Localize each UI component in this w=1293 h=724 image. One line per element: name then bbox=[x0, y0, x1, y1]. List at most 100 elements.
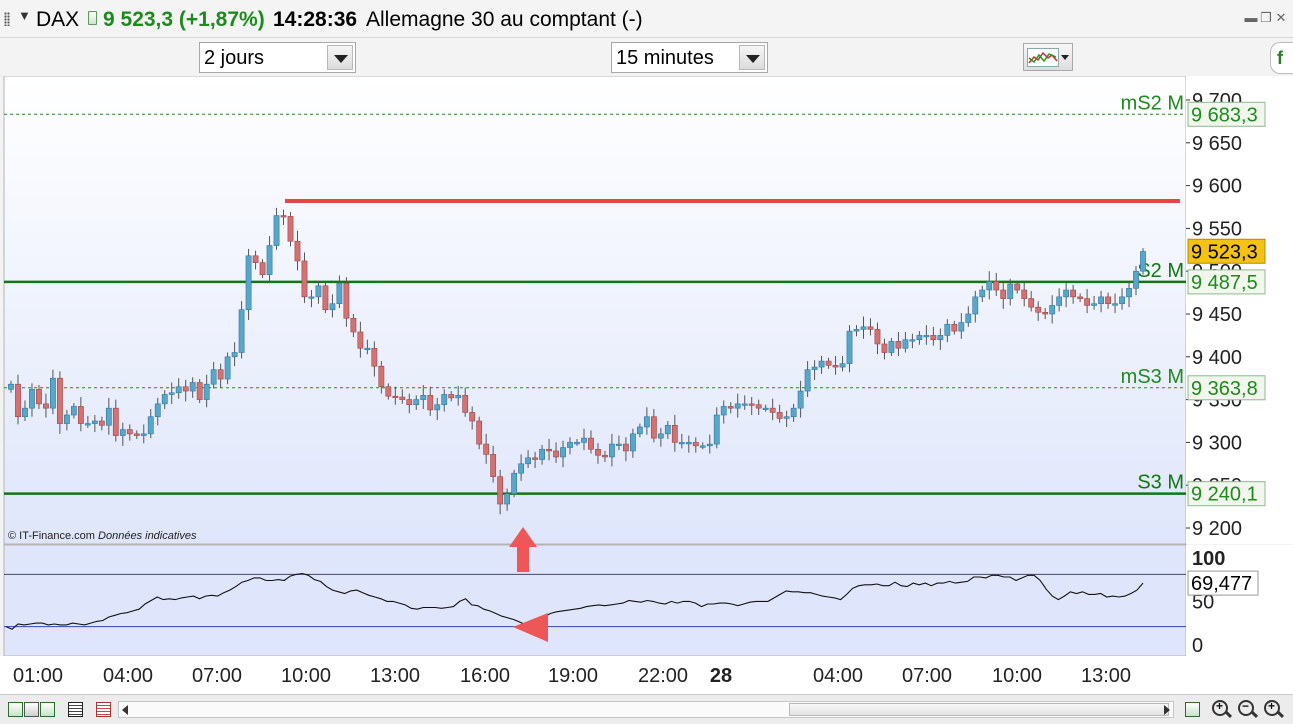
list-icon[interactable] bbox=[68, 702, 83, 717]
candle bbox=[280, 215, 287, 218]
candle bbox=[490, 454, 497, 477]
candle bbox=[567, 442, 573, 448]
instrument-symbol[interactable]: DAX bbox=[36, 8, 80, 31]
candle bbox=[1014, 283, 1021, 291]
drawing-tools-icon[interactable] bbox=[24, 702, 39, 717]
x-tick-label: 04:00 bbox=[103, 665, 153, 687]
price-tag bbox=[1187, 238, 1266, 264]
auto-scale-icon[interactable] bbox=[1185, 702, 1200, 717]
zoom-in-icon[interactable]: + bbox=[1264, 699, 1280, 716]
time-scrollbar[interactable] bbox=[118, 701, 1174, 718]
candle bbox=[455, 395, 462, 399]
candle bbox=[168, 392, 175, 395]
candle bbox=[671, 424, 678, 443]
dropdown-arrow-icon[interactable]: ▼ bbox=[18, 8, 31, 23]
candle bbox=[1098, 296, 1104, 305]
indicator-axis bbox=[1186, 545, 1293, 656]
candle bbox=[399, 396, 406, 400]
candle bbox=[322, 285, 329, 311]
time-axis bbox=[0, 656, 1293, 694]
x-tick-label: 22:00 bbox=[638, 665, 688, 687]
up-arrow-annotation bbox=[509, 527, 537, 572]
candle bbox=[518, 463, 524, 474]
candle bbox=[727, 406, 734, 409]
candle bbox=[357, 331, 364, 349]
candle bbox=[43, 403, 49, 409]
scroll-right-icon[interactable] bbox=[1164, 705, 1170, 715]
candle bbox=[860, 326, 867, 330]
candle bbox=[853, 329, 860, 332]
candle bbox=[909, 339, 916, 342]
candle bbox=[874, 329, 881, 345]
refresh-icon[interactable] bbox=[8, 702, 23, 717]
minimize-button[interactable]: ▬ bbox=[1244, 10, 1258, 25]
candle bbox=[1021, 289, 1028, 299]
title-bar: ▼ DAX 9 523,3 (+1,87%) 14:28:36 Allemagn… bbox=[0, 0, 1293, 38]
candle bbox=[588, 437, 594, 450]
indicator-value-tag bbox=[1187, 570, 1259, 596]
candle bbox=[762, 407, 769, 410]
candle bbox=[630, 433, 636, 452]
y-tick-label: 9 600 bbox=[1192, 176, 1242, 198]
x-tick-label: 01:00 bbox=[13, 665, 63, 687]
interval-select[interactable]: 15 minutes bbox=[611, 42, 768, 73]
candle bbox=[818, 360, 825, 368]
scroll-thumb[interactable] bbox=[789, 703, 1169, 716]
candle bbox=[119, 429, 126, 436]
candle bbox=[378, 365, 385, 388]
candle bbox=[699, 445, 706, 448]
candle bbox=[161, 394, 168, 405]
close-button[interactable]: ✕ bbox=[1275, 10, 1287, 25]
chart-type-button[interactable] bbox=[1023, 43, 1073, 71]
level-label: mS2 M bbox=[1121, 92, 1184, 114]
candle bbox=[231, 352, 238, 358]
candle bbox=[734, 403, 741, 409]
indicator-tick-label: 0 bbox=[1192, 635, 1203, 657]
scroll-left-icon[interactable] bbox=[122, 705, 128, 715]
drag-grip-icon[interactable] bbox=[4, 12, 10, 26]
candle bbox=[748, 403, 755, 406]
chevron-down-icon[interactable] bbox=[327, 45, 353, 70]
candle bbox=[70, 406, 77, 416]
restore-button[interactable]: ❐ bbox=[1260, 10, 1272, 25]
candle bbox=[1049, 305, 1056, 315]
candle bbox=[937, 335, 944, 340]
zoom-fit-icon[interactable]: + bbox=[1212, 699, 1228, 716]
period-select[interactable]: 2 jours bbox=[199, 42, 356, 73]
left-arrow-annotation bbox=[513, 613, 548, 642]
candle bbox=[203, 383, 210, 400]
candle bbox=[98, 420, 105, 426]
candle bbox=[636, 426, 643, 435]
candle bbox=[238, 309, 245, 353]
x-tick-label: 10:00 bbox=[992, 665, 1042, 687]
x-tick-label: 19:00 bbox=[548, 665, 598, 687]
candle bbox=[532, 457, 538, 460]
candle bbox=[602, 454, 608, 458]
indicator-tick-label: 100 bbox=[1192, 548, 1225, 570]
candle bbox=[888, 341, 895, 353]
side-panel-toggle-icon[interactable] bbox=[1270, 42, 1293, 74]
x-tick-label: 13:00 bbox=[370, 665, 420, 687]
candle bbox=[944, 323, 951, 336]
candle bbox=[776, 412, 783, 419]
indicators-icon[interactable] bbox=[40, 702, 55, 717]
x-tick-label: 16:00 bbox=[460, 665, 510, 687]
table-icon[interactable] bbox=[96, 702, 111, 717]
candle bbox=[294, 240, 301, 262]
candle bbox=[1119, 296, 1125, 305]
candle bbox=[986, 281, 993, 291]
candle bbox=[1070, 289, 1077, 298]
candle bbox=[483, 443, 490, 455]
price-change: 9 523,3 (+1,87%) bbox=[103, 8, 265, 31]
candle bbox=[385, 386, 392, 397]
zoom-out-icon[interactable]: − bbox=[1238, 699, 1254, 716]
candle bbox=[546, 448, 552, 452]
candle bbox=[36, 389, 42, 405]
chevron-down-icon[interactable] bbox=[739, 45, 765, 70]
candle bbox=[175, 386, 182, 394]
price-tag bbox=[1187, 375, 1266, 401]
candle bbox=[664, 424, 671, 435]
candle bbox=[972, 296, 979, 315]
price-tag-label: 9 683,3 bbox=[1191, 104, 1258, 126]
